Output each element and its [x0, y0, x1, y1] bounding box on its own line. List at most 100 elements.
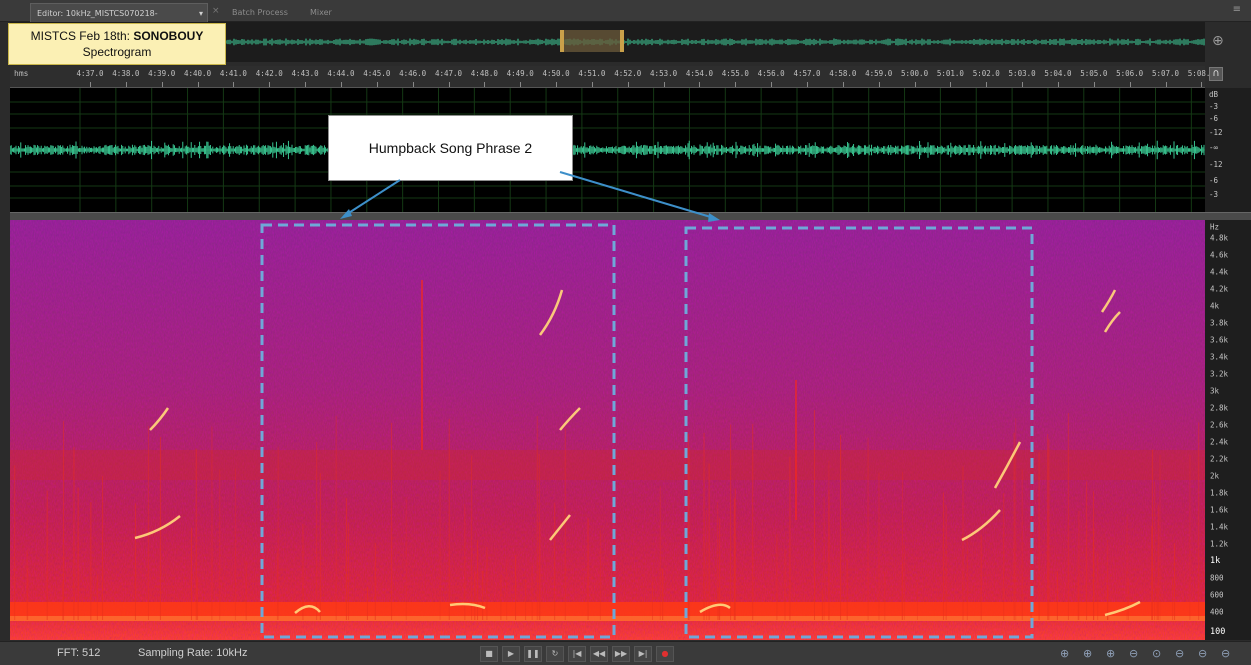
close-icon[interactable]: × — [212, 6, 220, 16]
rewind-button[interactable]: ◀◀ — [590, 646, 608, 662]
db-scale: dB -3 -6 -12 -∞ -12 -6 -3 — [1205, 88, 1251, 212]
ruler-tick-label: 4:53.0 — [650, 69, 677, 78]
stop-button[interactable]: ■ — [480, 646, 498, 662]
time-ruler[interactable]: hms 4:37.0 4:38.0 4:39.0 4:40.0 4:41.0 4:42.0… — [10, 66, 1205, 88]
ruler-tick-label: 4:43.0 — [292, 69, 319, 78]
annotation-label: Humpback Song Phrase 2 — [328, 115, 573, 181]
view-divider[interactable] — [10, 212, 1251, 220]
hz-scale-label: 600 — [1210, 591, 1224, 600]
ruler-tick-mark — [592, 82, 593, 87]
ruler-tick-label: 4:44.0 — [327, 69, 354, 78]
ruler-tick-label: 4:50.0 — [543, 69, 570, 78]
overview-viewport-handle-right — [620, 30, 624, 52]
zoom-tool-icon[interactable]: ⊖ — [1221, 647, 1230, 660]
frequency-scale: Hz 4.8k 4.6k 4.4k 4.2k 4k 3.8k 3.6k 3.4k 3.2k 3k 2.… — [1205, 220, 1251, 640]
zoom-tool-icon[interactable]: ⊖ — [1175, 647, 1184, 660]
ruler-tick-mark — [269, 82, 270, 87]
ruler-tick-label: 4:39.0 — [148, 69, 175, 78]
tab-editor[interactable]: Editor: 10kHz_MISTCS070218-102000.wav ▾ — [30, 3, 208, 22]
ruler-tick-label: 4:47.0 — [435, 69, 462, 78]
waveform-display[interactable] — [10, 88, 1205, 212]
hz-scale-label: 1.4k — [1210, 523, 1228, 532]
ruler-tick-label: 5:03.0 — [1009, 69, 1036, 78]
tab-bar: Editor: 10kHz_MISTCS070218-102000.wav ▾ … — [0, 0, 1251, 22]
hz-scale-label: 2.6k — [1210, 421, 1228, 430]
db-scale-label: -6 — [1209, 176, 1218, 185]
loop-button[interactable]: ↻ — [546, 646, 564, 662]
ruler-tick-mark — [556, 82, 557, 87]
ruler-tick-mark — [1022, 82, 1023, 87]
title-prefix: MISTCS Feb 18th: — [31, 29, 134, 43]
ruler-tick-mark — [198, 82, 199, 87]
overview-wave-trace — [220, 39, 1204, 46]
ruler-tick-mark — [520, 82, 521, 87]
db-scale-label: -12 — [1209, 160, 1223, 169]
db-scale-label: -6 — [1209, 114, 1218, 123]
hz-scale-label: 3.2k — [1210, 370, 1228, 379]
to-end-button[interactable]: ▶| — [634, 646, 652, 662]
ruler-tick-mark — [305, 82, 306, 87]
ruler-tick-label: 4:51.0 — [578, 69, 605, 78]
hz-scale-label: 4.4k — [1210, 268, 1228, 277]
play-button[interactable]: ▶ — [502, 646, 520, 662]
low-frequency-band — [10, 602, 1205, 616]
zoom-navigator-icon[interactable]: ⊕ — [1212, 33, 1224, 49]
hz-scale-label: 1.6k — [1210, 506, 1228, 515]
hz-scale-label: 800 — [1210, 574, 1224, 583]
ruler-tick-label: 4:48.0 — [471, 69, 498, 78]
hz-scale-label: 4.8k — [1210, 234, 1228, 243]
ruler-tick-mark — [126, 82, 127, 87]
ruler-tick-label: 4:49.0 — [507, 69, 534, 78]
title-callout-line1: MISTCS Feb 18th: SONOBOUY — [9, 28, 225, 44]
tab-batch-process[interactable]: Batch Process — [226, 3, 294, 22]
headphone-icon[interactable]: ∩ — [1209, 67, 1223, 81]
ruler-tick-label: 4:46.0 — [399, 69, 426, 78]
ruler-unit: hms — [14, 69, 28, 78]
chevron-down-icon[interactable]: ▾ — [199, 4, 203, 23]
fft-size: FFT: 512 — [57, 647, 100, 659]
db-scale-label: -3 — [1209, 190, 1218, 199]
ruler-tick-label: 4:56.0 — [758, 69, 785, 78]
ruler-tick-mark — [233, 82, 234, 87]
mid-frequency-band — [10, 450, 1205, 480]
zoom-tool-icon[interactable]: ⊖ — [1129, 647, 1138, 660]
title-callout: MISTCS Feb 18th: SONOBOUY Spectrogram — [8, 23, 226, 65]
hz-scale-label: 2.4k — [1210, 438, 1228, 447]
hz-scale-label: 1.2k — [1210, 540, 1228, 549]
ruler-tick-mark — [735, 82, 736, 87]
ruler-tick-mark — [843, 82, 844, 87]
zoom-tool-icon[interactable]: ⊕ — [1106, 647, 1115, 660]
ruler-tick-label: 4:54.0 — [686, 69, 713, 78]
status-bar: FFT: 512 Sampling Rate: 10kHz ■ ▶ ❚❚ ↻ |… — [0, 641, 1251, 665]
panel-menu-icon[interactable]: ≡ — [1233, 4, 1241, 15]
hz-scale-label: 4.2k — [1210, 285, 1228, 294]
spectrogram-graphic — [10, 220, 1205, 640]
fast-forward-button[interactable]: ▶▶ — [612, 646, 630, 662]
tab-mixer[interactable]: Mixer — [304, 3, 338, 22]
to-start-button[interactable]: |◀ — [568, 646, 586, 662]
hz-scale-label: 4.6k — [1210, 251, 1228, 260]
hz-scale-label: 2.8k — [1210, 404, 1228, 413]
spectrogram-display[interactable] — [10, 220, 1205, 640]
hz-scale-label: 3.6k — [1210, 336, 1228, 345]
ruler-tick-mark — [341, 82, 342, 87]
ruler-tick-mark — [915, 82, 916, 87]
ruler-tick-mark — [628, 82, 629, 87]
hz-scale-label: 2k — [1210, 472, 1219, 481]
ruler-tick-label: 4:57.0 — [793, 69, 820, 78]
zoom-tool-icon[interactable]: ⊖ — [1198, 647, 1207, 660]
ruler-tick-mark — [986, 82, 987, 87]
db-scale-label: -∞ — [1209, 143, 1218, 152]
hz-scale-label: 3k — [1210, 387, 1219, 396]
ruler-tick-mark — [413, 82, 414, 87]
record-button[interactable]: ● — [656, 646, 674, 662]
zoom-tool-icon[interactable]: ⊙ — [1152, 647, 1161, 660]
zoom-tool-icon[interactable]: ⊕ — [1060, 647, 1069, 660]
hz-scale-label: 3.8k — [1210, 319, 1228, 328]
zoom-tool-icon[interactable]: ⊕ — [1083, 647, 1092, 660]
hz-scale-label: 100 — [1210, 627, 1225, 637]
ruler-tick-mark — [807, 82, 808, 87]
ruler-tick-label: 4:41.0 — [220, 69, 247, 78]
ruler-tick-label: 4:55.0 — [722, 69, 749, 78]
pause-button[interactable]: ❚❚ — [524, 646, 542, 662]
